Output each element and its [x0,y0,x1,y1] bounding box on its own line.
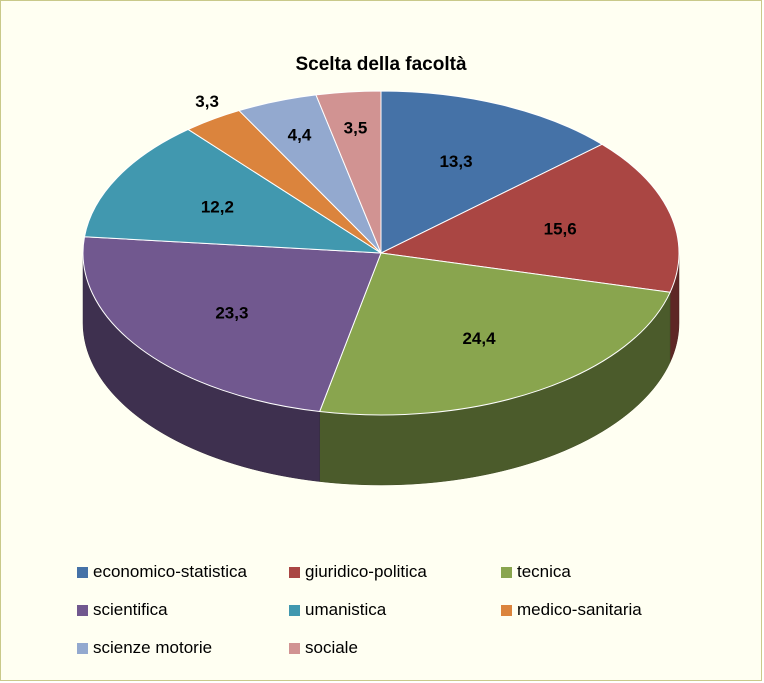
data-label-umanistica: 12,2 [201,197,234,216]
legend-item-tecnica: tecnica [501,561,681,583]
data-label-giuridico-politica: 15,6 [544,220,577,239]
pie-slice-sociale [315,90,382,254]
pie-slice-economico-statistica [380,90,604,254]
legend-label: scientifica [93,600,168,619]
legend-swatch [501,604,512,616]
legend-item-economico-statistica: economico-statistica [77,561,289,583]
legend-item-giuridico-politica: giuridico-politica [289,561,501,583]
legend-swatch [289,566,300,578]
legend-label: scienze motorie [93,638,213,657]
legend-label: giuridico-politica [305,562,427,581]
chart-title: Scelta della facoltà [295,54,467,75]
legend-label: umanistica [305,600,387,619]
legend-label: sociale [305,638,358,657]
pie-slice-tecnica [318,252,671,416]
data-label-tecnica: 24,4 [462,329,496,348]
legend-item-scientifica: scientifica [77,599,289,621]
legend-swatch [289,642,300,654]
legend: economico-statistica giuridico-politica te… [77,561,681,659]
data-label-medico-sanitaria: 3,3 [195,92,219,111]
pie-slice-umanistica [83,128,383,254]
legend-item-sociale: sociale [289,637,501,659]
legend-swatch [77,604,88,616]
data-label-scientifica: 23,3 [215,303,248,322]
pie-slice-scientifica [82,236,382,413]
legend-swatch [77,566,88,578]
legend-swatch [501,566,512,578]
legend-swatch [77,642,88,654]
legend-item-medico-sanitaria: medico-sanitaria [501,599,681,621]
pie-slice-giuridico-politica [379,143,680,293]
data-label-sociale: 3,5 [344,118,368,137]
data-label-scienze-motorie: 4,4 [288,126,312,145]
data-label-economico-statistica: 13,3 [439,152,472,171]
legend-label: tecnica [517,562,571,581]
legend-label: medico-sanitaria [517,600,642,619]
legend-item-scienze-motorie: scienze motorie [77,637,289,659]
legend-item-umanistica: umanistica [289,599,501,621]
legend-swatch [289,604,300,616]
legend-label: economico-statistica [93,562,248,581]
